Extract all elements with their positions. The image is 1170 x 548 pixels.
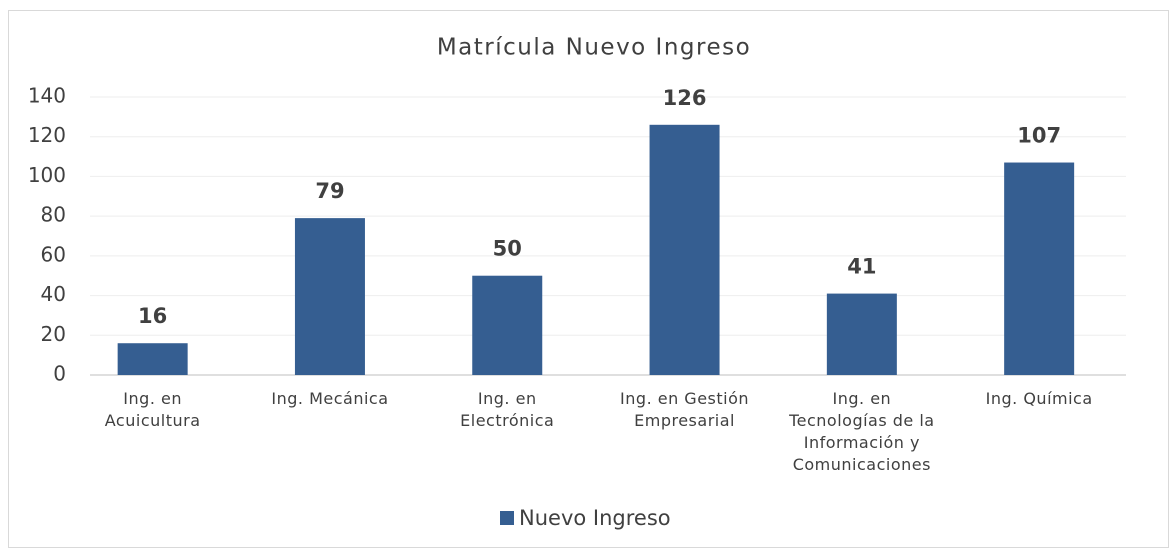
y-tick-label: 140 <box>28 84 66 108</box>
chart-title: Matrícula Nuevo Ingreso <box>437 35 751 61</box>
y-tick-label: 120 <box>28 123 66 147</box>
y-tick-label: 60 <box>41 242 66 266</box>
data-label: 16 <box>138 304 167 328</box>
data-label: 107 <box>1017 124 1061 148</box>
y-tick-label: 80 <box>41 203 66 227</box>
x-tick-label: Ing. en Gestión Empresarial <box>620 389 750 430</box>
bar <box>117 343 188 375</box>
y-tick-label: 20 <box>41 322 66 346</box>
chart-border <box>8 10 1169 548</box>
legend-swatch <box>500 511 514 525</box>
data-label: 50 <box>493 237 522 261</box>
y-tick-label: 40 <box>41 282 66 306</box>
y-tick-label: 100 <box>28 163 66 187</box>
legend-label: Nuevo Ingreso <box>519 506 671 530</box>
bar <box>826 293 897 375</box>
data-label: 79 <box>315 179 344 203</box>
x-tick-label: Ing. en Acuicultura <box>104 389 201 430</box>
x-tick-label: Ing. en Tecnologías de la Información y … <box>789 389 935 474</box>
x-tick-label: Ing. Mecánica <box>271 389 389 408</box>
bar <box>472 275 543 375</box>
data-label: 126 <box>663 86 707 110</box>
x-tick-label: Ing. en Electrónica <box>460 389 555 430</box>
bar <box>294 218 365 375</box>
data-label: 41 <box>847 255 876 279</box>
bar <box>1004 162 1075 375</box>
bar <box>649 124 720 375</box>
y-tick-label: 0 <box>53 362 66 386</box>
x-tick-label: Ing. Química <box>985 389 1093 408</box>
